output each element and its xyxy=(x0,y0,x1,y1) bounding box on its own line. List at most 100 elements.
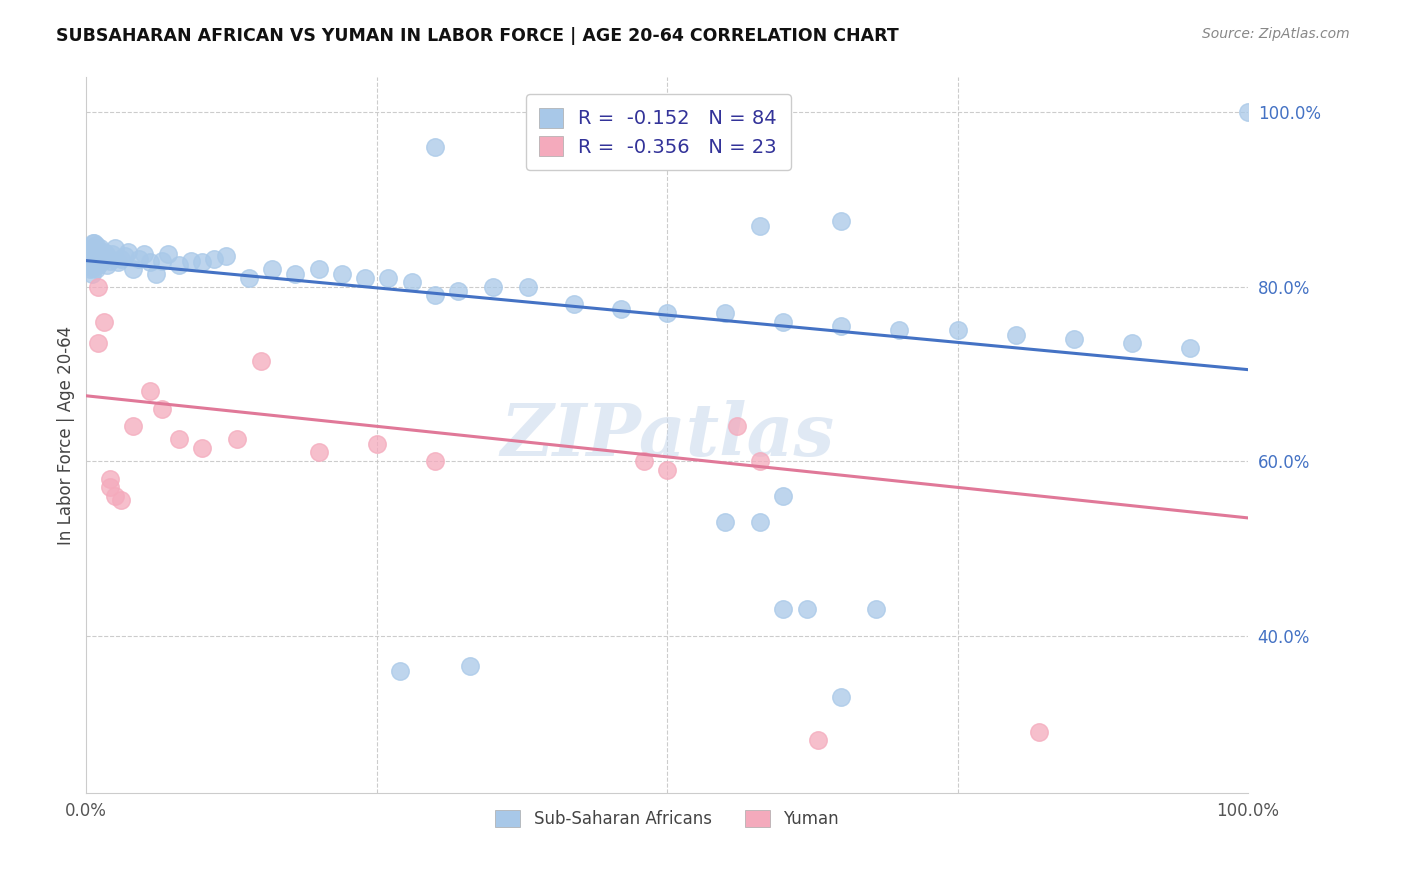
Point xyxy=(84,249,107,263)
Point xyxy=(1178,341,1201,355)
Point xyxy=(202,252,225,266)
Point xyxy=(423,288,446,302)
Point xyxy=(145,267,167,281)
Point xyxy=(796,602,818,616)
Point xyxy=(946,323,969,337)
Point xyxy=(128,252,150,266)
Point xyxy=(749,454,772,468)
Point xyxy=(167,433,190,447)
Point xyxy=(82,258,104,272)
Point xyxy=(830,318,852,333)
Point xyxy=(139,384,162,399)
Point xyxy=(366,436,388,450)
Point xyxy=(249,354,271,368)
Point xyxy=(82,267,104,281)
Point xyxy=(423,140,446,154)
Point xyxy=(93,244,115,259)
Point xyxy=(830,690,852,704)
Point xyxy=(93,315,115,329)
Point xyxy=(191,441,214,455)
Point xyxy=(83,236,105,251)
Point xyxy=(749,219,772,233)
Point xyxy=(83,244,105,259)
Point xyxy=(82,252,104,266)
Point xyxy=(121,262,143,277)
Point xyxy=(82,246,104,260)
Point xyxy=(82,240,104,254)
Point xyxy=(117,244,139,259)
Point xyxy=(1028,724,1050,739)
Point xyxy=(94,246,117,260)
Point xyxy=(226,433,249,447)
Point xyxy=(1237,105,1260,120)
Point xyxy=(655,463,678,477)
Point xyxy=(98,472,121,486)
Point xyxy=(98,480,121,494)
Point xyxy=(749,516,772,530)
Point xyxy=(772,489,794,503)
Point xyxy=(516,279,538,293)
Text: SUBSAHARAN AFRICAN VS YUMAN IN LABOR FORCE | AGE 20-64 CORRELATION CHART: SUBSAHARAN AFRICAN VS YUMAN IN LABOR FOR… xyxy=(56,27,898,45)
Point xyxy=(87,244,110,259)
Point xyxy=(87,279,110,293)
Point xyxy=(77,253,100,268)
Legend: Sub-Saharan Africans, Yuman: Sub-Saharan Africans, Yuman xyxy=(489,803,845,834)
Point xyxy=(87,336,110,351)
Point xyxy=(191,255,214,269)
Point xyxy=(82,255,104,269)
Point xyxy=(82,251,104,265)
Point xyxy=(90,255,112,269)
Point xyxy=(865,602,887,616)
Y-axis label: In Labor Force | Age 20-64: In Labor Force | Age 20-64 xyxy=(58,326,75,545)
Point xyxy=(215,249,238,263)
Point xyxy=(401,276,423,290)
Point xyxy=(87,249,110,263)
Point xyxy=(139,255,162,269)
Point xyxy=(1004,327,1026,342)
Point xyxy=(609,301,631,316)
Point xyxy=(714,306,737,320)
Point xyxy=(330,267,353,281)
Point xyxy=(180,253,202,268)
Point xyxy=(89,240,111,254)
Point xyxy=(354,271,377,285)
Point xyxy=(714,516,737,530)
Point xyxy=(101,246,124,260)
Point xyxy=(150,253,173,268)
Point xyxy=(447,284,470,298)
Point xyxy=(377,271,399,285)
Point xyxy=(807,733,830,747)
Point xyxy=(104,240,127,254)
Point xyxy=(725,419,748,434)
Point xyxy=(772,315,794,329)
Point xyxy=(110,493,132,508)
Point xyxy=(633,454,655,468)
Point xyxy=(121,419,143,434)
Point xyxy=(482,279,505,293)
Point xyxy=(562,297,585,311)
Point xyxy=(82,260,104,275)
Point xyxy=(114,249,136,263)
Point xyxy=(83,246,105,260)
Point xyxy=(82,244,104,259)
Point xyxy=(110,252,132,266)
Point xyxy=(388,664,411,678)
Point xyxy=(308,445,330,459)
Point xyxy=(655,306,678,320)
Point xyxy=(89,252,111,266)
Point xyxy=(94,252,117,266)
Point xyxy=(423,454,446,468)
Point xyxy=(458,659,481,673)
Text: Source: ZipAtlas.com: Source: ZipAtlas.com xyxy=(1202,27,1350,41)
Point xyxy=(889,323,911,337)
Point xyxy=(82,240,104,254)
Point xyxy=(262,262,284,277)
Point xyxy=(84,262,107,277)
Point xyxy=(167,258,190,272)
Point xyxy=(156,246,179,260)
Point xyxy=(79,262,101,277)
Point xyxy=(308,262,330,277)
Point xyxy=(84,238,107,252)
Point xyxy=(284,267,307,281)
Point xyxy=(772,602,794,616)
